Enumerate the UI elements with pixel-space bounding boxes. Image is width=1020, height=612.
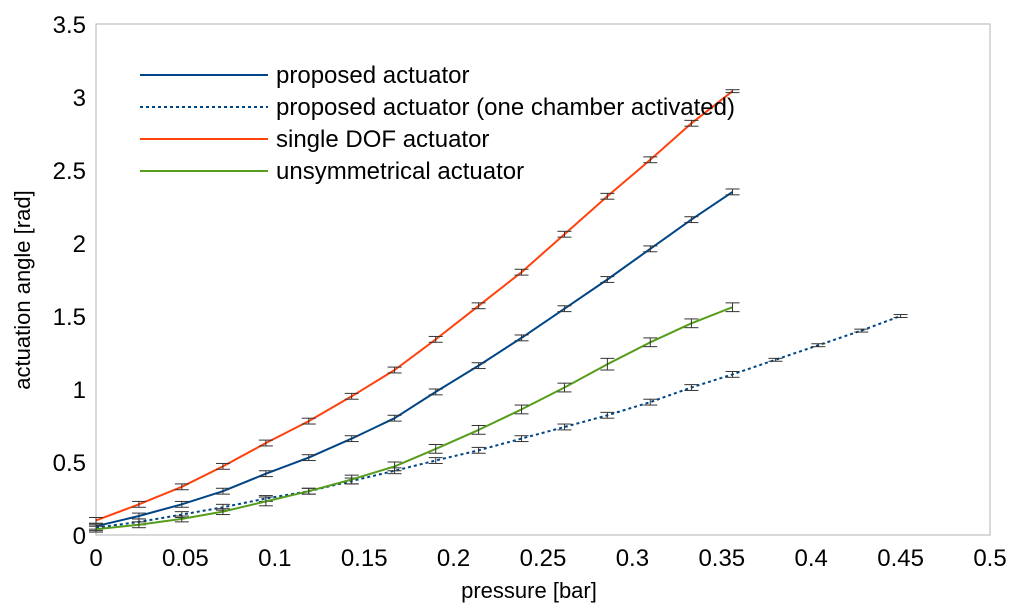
error-bar <box>643 156 658 164</box>
error-bar <box>471 362 486 370</box>
error-bar <box>643 245 658 253</box>
x-tick-label: 0 <box>89 545 102 572</box>
error-bar <box>643 337 658 348</box>
y-tick-label: 0.5 <box>53 450 86 477</box>
x-tick-label: 0.2 <box>437 545 470 572</box>
error-bar <box>557 423 572 431</box>
y-tick-label: 1.5 <box>53 304 86 331</box>
x-tick-label: 0.35 <box>698 545 745 572</box>
error-bar <box>428 443 443 454</box>
error-bar <box>428 388 443 396</box>
error-bar <box>428 457 443 464</box>
error-bar <box>514 334 529 342</box>
y-tick-label: 3.5 <box>53 12 86 39</box>
series-line <box>95 306 733 531</box>
error-bar <box>174 500 189 508</box>
error-bar <box>344 435 359 443</box>
error-bar <box>174 515 189 523</box>
error-bar <box>600 192 615 200</box>
error-bar <box>684 384 699 391</box>
error-bar <box>557 230 572 238</box>
error-bar <box>258 470 273 478</box>
x-tick-label: 0.15 <box>341 545 388 572</box>
error-bar <box>471 302 486 310</box>
error-bar <box>174 483 189 491</box>
legend-label: proposed actuator <box>276 62 469 89</box>
y-tick-label: 2.5 <box>53 158 86 185</box>
error-bar <box>471 425 486 435</box>
error-bar <box>215 462 230 470</box>
series-layer <box>89 89 908 533</box>
legend-label: proposed actuator (one chamber activated… <box>276 94 735 121</box>
x-tick-label: 0.5 <box>973 545 1006 572</box>
error-bar <box>684 216 699 224</box>
legend-label: single DOF actuator <box>276 126 489 153</box>
y-axis-label: actuation angle [rad] <box>10 190 35 389</box>
error-bar <box>557 305 572 313</box>
error-bar <box>344 392 359 400</box>
error-bar <box>258 439 273 447</box>
series-line <box>95 90 734 522</box>
error-bar <box>725 188 740 196</box>
error-bar <box>893 314 908 318</box>
error-bar <box>768 357 783 362</box>
error-bar <box>387 461 402 472</box>
error-bar <box>301 417 316 425</box>
x-tick-label: 0.05 <box>162 545 209 572</box>
error-bar <box>514 268 529 276</box>
error-bar <box>557 382 572 393</box>
error-bar <box>344 474 359 485</box>
error-bar <box>811 343 826 348</box>
x-tick-label: 0.45 <box>877 545 924 572</box>
error-bar <box>89 525 103 533</box>
x-axis-label: pressure [bar] <box>461 578 597 603</box>
error-bar <box>301 454 316 462</box>
x-tick-label: 0.1 <box>258 545 291 572</box>
error-bar <box>725 89 740 94</box>
error-bar <box>131 521 146 529</box>
plot-area <box>95 23 991 536</box>
legend-label: unsymmetrical actuator <box>276 158 524 185</box>
error-bar <box>725 370 740 378</box>
error-bar <box>725 302 740 313</box>
y-tick-label: 3 <box>73 85 86 112</box>
y-tick-label: 1 <box>73 377 86 404</box>
error-bar <box>514 404 529 415</box>
error-bar <box>643 398 658 406</box>
error-bar <box>600 411 615 419</box>
error-bar <box>301 487 316 495</box>
error-bar <box>215 508 230 516</box>
x-tick-label: 0.25 <box>520 545 567 572</box>
x-tick-label: 0.4 <box>795 545 828 572</box>
legend: proposed actuator proposed actuator (one … <box>140 62 735 185</box>
error-bar <box>258 496 273 507</box>
error-bar <box>215 487 230 495</box>
x-axis-ticks: 0 0.05 0.1 0.15 0.2 0.25 0.3 0.35 0.4 0.45 0.5 <box>89 545 1006 572</box>
error-bar <box>387 414 402 422</box>
error-bar <box>514 435 529 443</box>
series-line <box>95 191 734 528</box>
error-bar <box>600 276 615 283</box>
error-bar <box>428 335 443 343</box>
x-tick-label: 0.3 <box>616 545 649 572</box>
y-axis-ticks: 0 0.5 1 1.5 2 2.5 3 3.5 <box>53 12 86 550</box>
error-bar <box>471 446 486 454</box>
error-bar <box>854 328 869 333</box>
error-bar <box>684 119 699 127</box>
error-bar <box>131 500 146 508</box>
y-tick-label: 0 <box>73 523 86 550</box>
error-bar <box>387 366 402 374</box>
error-bar <box>684 318 699 329</box>
y-tick-label: 2 <box>73 231 86 258</box>
error-bar <box>600 357 615 371</box>
error-bar <box>89 516 103 524</box>
